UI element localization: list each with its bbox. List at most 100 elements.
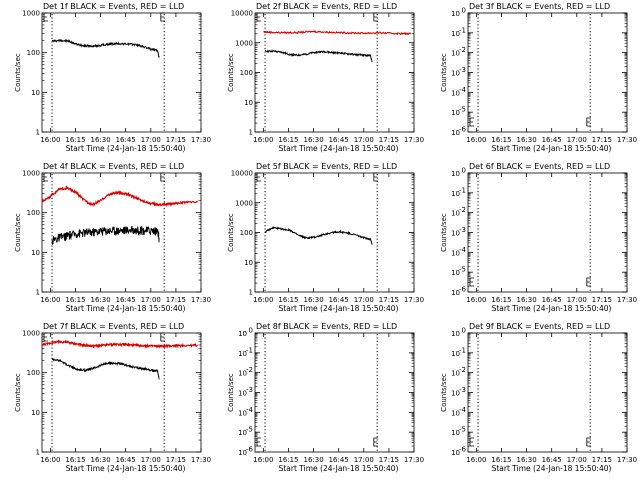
panel-2-ytick-label: 10000 bbox=[231, 10, 253, 18]
panel-7-xtick-label: 16:45 bbox=[116, 456, 136, 464]
panel-5-xtick-label: 16:30 bbox=[303, 296, 323, 304]
panel-4-xtick-label: 17:30 bbox=[191, 296, 211, 304]
panel-1-events-series bbox=[51, 38, 160, 58]
panel-1-ytick-label: 100 bbox=[27, 49, 40, 57]
panel-1-frame bbox=[41, 12, 202, 133]
panel-1-xtick-label: 17:30 bbox=[191, 136, 211, 144]
panel-7-xtick-label: 17:30 bbox=[191, 456, 211, 464]
panel-6-title: Det 6f BLACK = Events, RED = LLD bbox=[469, 162, 610, 171]
panel-8-ytick-exponent: -2 bbox=[246, 366, 253, 374]
panel-9-ytick-exponent: -4 bbox=[459, 406, 467, 414]
panel-2-ytick-label: 1000 bbox=[235, 39, 253, 47]
panel-2-xlabel: Start Time (24-Jan-18 15:50:40) bbox=[279, 144, 399, 153]
panel-6-ytick-label: 10 bbox=[451, 249, 460, 257]
panel-3-xtick-label: 16:30 bbox=[516, 136, 536, 144]
panel-2: Det 2f BLACK = Events, RED = LLD Start Ti… bbox=[227, 2, 424, 153]
panel-9-ytick-label: 10 bbox=[451, 350, 460, 358]
panel-1-xtick-label: 17:15 bbox=[166, 136, 186, 144]
panel-5-xtick-label: 17:00 bbox=[354, 296, 374, 304]
panel-2-title: Det 2f BLACK = Events, RED = LLD bbox=[256, 2, 397, 11]
panel-9-xtick-label: 16:30 bbox=[516, 456, 536, 464]
panel-9-ytick-exponent: -6 bbox=[459, 446, 467, 454]
panel-8-range-marker-right bbox=[373, 437, 378, 447]
panel-8-xtick-label: 17:30 bbox=[404, 456, 424, 464]
panel-3-xtick-label: 16:15 bbox=[491, 136, 511, 144]
panel-2-ytick-label: 10 bbox=[244, 99, 253, 107]
panel-6-ytick-label: 10 bbox=[451, 190, 460, 198]
panel-1-xtick-label: 17:00 bbox=[141, 136, 161, 144]
panel-7-xtick-label: 16:15 bbox=[65, 456, 85, 464]
panel-9-title: Det 9f BLACK = Events, RED = LLD bbox=[469, 322, 610, 331]
panel-3-xtick-label: 16:00 bbox=[466, 136, 486, 144]
panel-9-xtick-label: 16:45 bbox=[542, 456, 562, 464]
panel-2-lld-series bbox=[263, 29, 412, 36]
panel-3-title: Det 3f BLACK = Events, RED = LLD bbox=[469, 2, 610, 11]
panel-9-ylabel: Counts/sec bbox=[440, 373, 448, 412]
panel-7-ytick-label: 1000 bbox=[22, 330, 40, 338]
panel-3-xtick-label: 17:30 bbox=[617, 136, 637, 144]
panel-1-ytick-label: 10 bbox=[31, 89, 40, 97]
panel-3-ytick-label: 10 bbox=[451, 70, 460, 78]
panel-7-range-marker-right bbox=[160, 332, 165, 342]
panel-8-title: Det 8f BLACK = Events, RED = LLD bbox=[256, 322, 397, 331]
panel-4-xlabel: Start Time (24-Jan-18 15:50:40) bbox=[66, 304, 186, 313]
panel-2-range-marker-left bbox=[256, 12, 261, 22]
panel-9-ytick-exponent: -1 bbox=[459, 346, 466, 354]
panel-7-ytick-label: 1 bbox=[36, 449, 40, 457]
panel-5-ytick-label: 100 bbox=[240, 229, 253, 237]
panel-9-ytick-exponent: -5 bbox=[459, 426, 466, 434]
panel-4: Det 4f BLACK = Events, RED = LLD Start Ti… bbox=[14, 162, 211, 313]
panel-6-frame bbox=[467, 172, 628, 293]
panel-5-range-marker-right bbox=[373, 172, 378, 182]
panel-8-ytick-exponent: -1 bbox=[246, 346, 253, 354]
panel-1-ytick-label: 1000 bbox=[22, 10, 40, 18]
panel-8-xtick-label: 16:45 bbox=[329, 456, 349, 464]
panel-2-events-series bbox=[264, 48, 373, 63]
panel-2-xtick-label: 17:15 bbox=[379, 136, 399, 144]
panel-4-title: Det 4f BLACK = Events, RED = LLD bbox=[43, 162, 184, 171]
panel-4-ytick-label: 10 bbox=[31, 249, 40, 257]
panel-3-ytick-exponent: -6 bbox=[459, 126, 467, 134]
panel-6-xtick-label: 17:30 bbox=[617, 296, 637, 304]
panel-3-ytick-label: 10 bbox=[451, 109, 460, 117]
panel-1-xtick-label: 16:45 bbox=[116, 136, 136, 144]
panel-4-ylabel: Counts/sec bbox=[14, 213, 22, 252]
panel-6-ytick-label: 10 bbox=[451, 269, 460, 277]
panel-3-range-marker-right bbox=[586, 117, 591, 127]
panel-9-xlabel: Start Time (24-Jan-18 15:50:40) bbox=[492, 464, 612, 473]
panel-2-xtick-label: 16:30 bbox=[303, 136, 323, 144]
panel-6-ytick-label: 10 bbox=[451, 289, 460, 297]
panel-2-xtick-label: 16:15 bbox=[278, 136, 298, 144]
panel-8: Det 8f BLACK = Events, RED = LLD Start Ti… bbox=[227, 322, 424, 473]
panel-4-ytick-label: 1000 bbox=[22, 170, 40, 178]
panel-8-ytick-label: 10 bbox=[238, 370, 247, 378]
panel-8-ytick-label: 10 bbox=[238, 390, 247, 398]
panel-6-ylabel: Counts/sec bbox=[440, 213, 448, 252]
panel-6-ytick-exponent: -4 bbox=[459, 246, 467, 254]
panel-3-frame bbox=[467, 12, 628, 133]
panel-2-ytick-label: 100 bbox=[240, 69, 253, 77]
panel-2-ylabel: Counts/sec bbox=[227, 53, 235, 92]
panel-7: Det 7f BLACK = Events, RED = LLD Start Ti… bbox=[14, 322, 211, 473]
panel-7-xtick-label: 16:00 bbox=[40, 456, 60, 464]
panel-8-ytick-exponent: -4 bbox=[246, 406, 254, 414]
panel-8-ytick-exponent: -3 bbox=[246, 386, 253, 394]
panel-6-ytick-exponent: 0 bbox=[462, 167, 466, 175]
panel-5-xtick-label: 17:15 bbox=[379, 296, 399, 304]
panel-8-ytick-exponent: -5 bbox=[246, 426, 253, 434]
panel-3-ytick-exponent: -1 bbox=[459, 26, 466, 34]
panel-9-ytick-label: 10 bbox=[451, 370, 460, 378]
panel-9-range-marker-right bbox=[586, 437, 591, 447]
panel-6-xtick-label: 16:00 bbox=[466, 296, 486, 304]
panel-8-xlabel: Start Time (24-Jan-18 15:50:40) bbox=[279, 464, 399, 473]
panel-3-ytick-label: 10 bbox=[451, 89, 460, 97]
panel-1-range-marker-left bbox=[43, 12, 48, 22]
panel-4-xtick-label: 17:00 bbox=[141, 296, 161, 304]
panel-2-ytick-label: 1 bbox=[249, 129, 253, 137]
panel-3-xtick-label: 17:00 bbox=[567, 136, 587, 144]
panel-3-ytick-exponent: -5 bbox=[459, 106, 466, 114]
panel-2-xtick-label: 16:00 bbox=[253, 136, 273, 144]
panel-5-xlabel: Start Time (24-Jan-18 15:50:40) bbox=[279, 304, 399, 313]
panel-3-ytick-label: 10 bbox=[451, 50, 460, 58]
